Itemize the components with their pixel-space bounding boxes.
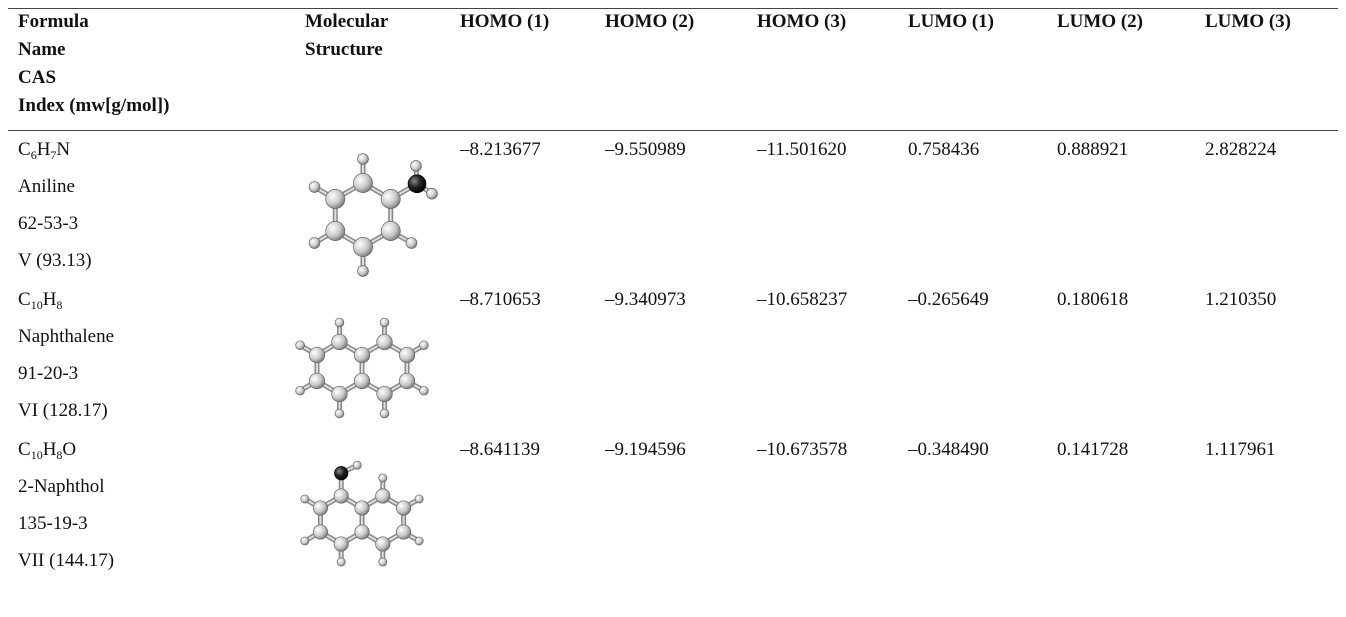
carbon-atom [354,347,370,363]
hydrogen-atom [379,474,387,482]
carbon-atom [334,537,348,551]
hydrogen-atom [353,461,361,469]
carbon-atom [355,501,369,515]
carbon-atom [396,501,410,515]
hydrogen-atom [415,537,423,545]
carbon-atom [355,525,369,539]
hydrogen-atom [358,154,369,165]
hydrogen-atom [296,341,305,350]
carbon-atom [332,334,348,350]
carbon-atom [381,221,400,240]
hydrogen-atom [335,409,344,418]
hetero-atom [408,175,426,193]
carbon-atom [399,373,415,389]
carbon-atom [334,489,348,503]
carbon-atom [313,525,327,539]
carbon-atom [326,189,345,208]
carbon-atom [313,501,327,515]
carbon-atom [309,373,325,389]
hydrogen-atom [420,386,429,395]
hydrogen-atom [415,495,423,503]
carbon-atom [399,347,415,363]
carbon-atom [353,237,372,256]
carbon-atom [376,489,390,503]
hydrogen-atom [301,495,309,503]
hydrogen-atom [379,558,387,566]
carbon-atom [353,173,372,192]
page: FormulaNameCASIndex (mw[g/mol])Molecular… [0,0,1346,617]
hydrogen-atom [309,182,320,193]
hydrogen-atom [358,266,369,277]
hydrogen-atom [427,188,438,199]
hydrogen-atom [335,318,344,327]
carbon-atom [376,537,390,551]
hydrogen-atom [301,537,309,545]
carbon-atom [309,347,325,363]
hydrogen-atom [337,558,345,566]
hydrogen-atom [309,238,320,249]
hydrogen-atom [380,409,389,418]
carbon-atom [381,189,400,208]
structures [0,0,1346,617]
carbon-atom [326,221,345,240]
hydrogen-atom [296,386,305,395]
hydrogen-atom [380,318,389,327]
hydrogen-atom [411,161,422,172]
hydrogen-atom [420,341,429,350]
carbon-atom [332,386,348,402]
carbon-atom [377,334,393,350]
carbon-atom [354,373,370,389]
carbon-atom [377,386,393,402]
hydrogen-atom [406,238,417,249]
carbon-atom [396,525,410,539]
hetero-atom [334,466,347,479]
